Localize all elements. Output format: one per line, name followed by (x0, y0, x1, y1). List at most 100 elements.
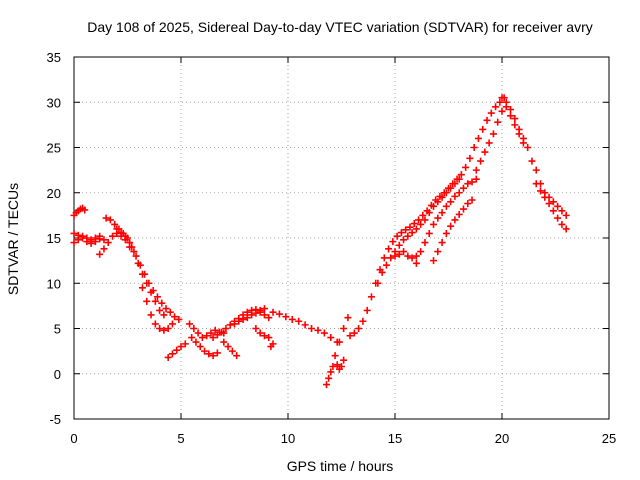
data-point (87, 239, 95, 247)
data-point (395, 241, 403, 249)
data-points (70, 94, 570, 389)
data-point (528, 157, 536, 165)
data-point (477, 157, 485, 165)
data-point (447, 198, 455, 206)
data-point (558, 207, 566, 215)
data-point (367, 293, 375, 301)
data-point (378, 268, 386, 276)
data-point (380, 254, 388, 262)
data-point (269, 340, 277, 348)
data-point (421, 216, 429, 224)
data-point (447, 222, 455, 230)
series-arc-28 (502, 103, 527, 147)
data-point (233, 352, 241, 360)
data-point (549, 207, 557, 215)
data-point (260, 311, 268, 319)
data-point (151, 297, 159, 305)
data-point (252, 325, 260, 332)
data-point (562, 211, 570, 219)
series-arc-1 (70, 204, 89, 219)
data-point (483, 116, 491, 124)
data-point (442, 189, 450, 197)
data-point (235, 317, 243, 325)
data-point (419, 211, 427, 219)
x-tick-label: 0 (70, 431, 77, 446)
data-point (209, 352, 217, 360)
data-point (502, 103, 510, 111)
ticks: 0 5 10 15 20 25 -5 0 5 10 15 20 25 30 35 (47, 50, 617, 446)
series-arc-22 (391, 248, 420, 262)
data-point (177, 343, 185, 351)
data-point (260, 305, 268, 313)
series-arc-26 (472, 107, 506, 174)
data-point (325, 374, 333, 382)
data-point (320, 329, 328, 337)
data-point (102, 214, 110, 222)
y-tick-label: 10 (47, 276, 61, 291)
data-point (74, 231, 82, 239)
data-point (226, 321, 234, 329)
data-point (397, 229, 405, 237)
data-point (524, 144, 532, 151)
y-tick-label: 15 (47, 231, 61, 246)
data-point (265, 334, 273, 342)
data-point (143, 279, 151, 287)
data-point (515, 130, 523, 138)
series-arc-20 (346, 94, 508, 340)
data-point (451, 180, 459, 188)
data-point (211, 326, 219, 334)
data-point (138, 270, 146, 278)
data-point (147, 288, 155, 296)
data-point (464, 200, 472, 208)
data-point (301, 321, 309, 329)
data-point (207, 329, 215, 337)
data-point (243, 314, 251, 322)
data-point (389, 238, 397, 246)
series-arc-19 (333, 356, 348, 373)
series-arc-10 (188, 334, 221, 360)
data-point (192, 338, 200, 346)
data-point (222, 325, 230, 332)
data-point (489, 130, 497, 138)
data-point (128, 243, 136, 251)
data-point (196, 343, 204, 351)
data-point (269, 308, 277, 316)
y-axis-label: SDTVAR / TECUs (5, 183, 21, 295)
data-point (455, 175, 463, 183)
data-point (406, 223, 414, 231)
data-point (248, 311, 256, 319)
data-point (160, 326, 168, 334)
data-point (186, 320, 194, 328)
data-point (260, 332, 268, 340)
data-point (295, 317, 303, 325)
data-point (329, 363, 337, 371)
data-point (496, 98, 504, 106)
data-point (168, 320, 176, 328)
data-point (162, 305, 170, 313)
data-point (156, 306, 164, 314)
data-point (117, 229, 125, 237)
data-point (209, 334, 217, 342)
data-point (70, 239, 78, 247)
series-arc-3 (70, 229, 104, 247)
data-point (470, 144, 478, 151)
data-point (175, 315, 183, 323)
data-point (288, 315, 296, 323)
y-tick-label: 20 (47, 186, 61, 201)
data-point (126, 239, 134, 247)
data-point (468, 178, 476, 186)
data-point (323, 381, 331, 389)
series-arc-21 (374, 202, 438, 287)
data-point (256, 306, 264, 314)
data-point (492, 103, 500, 111)
data-point (558, 220, 566, 228)
data-point (455, 210, 463, 218)
data-point (434, 214, 442, 222)
data-point (554, 202, 562, 210)
data-point (132, 252, 140, 260)
data-point (91, 238, 99, 246)
data-point (363, 306, 371, 314)
data-point (350, 329, 358, 337)
data-point (472, 175, 480, 183)
data-point (111, 220, 119, 228)
